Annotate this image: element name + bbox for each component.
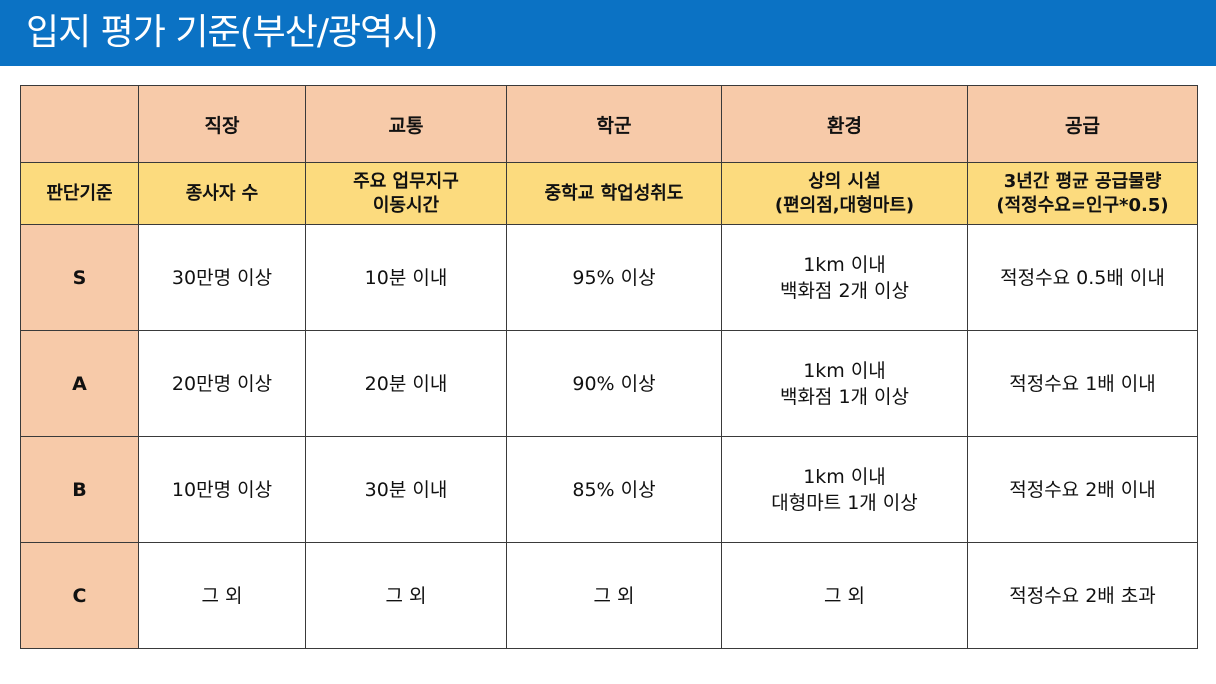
criteria-cell: 주요 업무지구 이동시간 — [305, 162, 507, 225]
header-cell: 공급 — [967, 85, 1198, 163]
table-cell: 적정수요 0.5배 이내 — [967, 224, 1198, 331]
criteria-cell: 중학교 학업성취도 — [506, 162, 722, 225]
criteria-cell-line-1: 주요 업무지구 — [353, 170, 459, 192]
table-cell-line-1: 1km 이내 — [803, 465, 886, 488]
criteria-cell-line-1: 상의 시설 — [808, 170, 881, 192]
grade-label-cell-line-1: B — [72, 478, 87, 501]
grade-label-cell-line-1: S — [72, 266, 87, 289]
table-cell-line-1: 적정수요 2배 이내 — [1009, 478, 1156, 501]
criteria-cell: 상의 시설 (편의점,대형마트) — [721, 162, 968, 225]
header-cell-line-1: 공급 — [1065, 114, 1100, 137]
criteria-cell: 3년간 평균 공급물량 (적정수요=인구*0.5) — [967, 162, 1198, 225]
grade-label-cell: C — [20, 542, 139, 649]
header-corner-cell — [20, 85, 139, 163]
table-cell: 95% 이상 — [506, 224, 722, 331]
criteria-cell: 종사자 수 — [138, 162, 306, 225]
table-cell-line-1: 적정수요 2배 초과 — [1009, 584, 1156, 607]
header-cell-line-1: 교통 — [388, 114, 424, 137]
table-cell: 30만명 이상 — [138, 224, 306, 331]
table-cell-line-1: 95% 이상 — [572, 266, 656, 289]
table-cell-line-1: 적정수요 1배 이내 — [1009, 372, 1156, 395]
table-cell: 20만명 이상 — [138, 330, 306, 437]
table-cell: 90% 이상 — [506, 330, 722, 437]
table-cell-line-1: 20분 이내 — [364, 372, 448, 395]
grade-label-cell-line-1: C — [72, 584, 87, 607]
header-cell-line-1: 직장 — [204, 114, 240, 137]
table-cell-line-1: 그 외 — [385, 584, 427, 607]
table-cell: 적정수요 1배 이내 — [967, 330, 1198, 437]
grade-label-cell-line-1: A — [72, 372, 87, 395]
title-bar: 입지 평가 기준(부산/광역시) — [0, 0, 1216, 66]
table-cell-line-1: 1km 이내 — [803, 253, 886, 276]
header-cell-line-1: 학군 — [596, 114, 632, 137]
criteria-cell-line-2: (편의점,대형마트) — [774, 194, 915, 216]
table-cell: 30분 이내 — [305, 436, 507, 543]
criteria-cell-line-1: 3년간 평균 공급물량 — [1003, 170, 1162, 192]
table-cell-line-1: 그 외 — [593, 584, 635, 607]
table-cell-line-1: 적정수요 0.5배 이내 — [1000, 266, 1165, 289]
table-cell-line-1: 20만명 이상 — [171, 372, 273, 395]
table-cell-line-1: 30만명 이상 — [171, 266, 273, 289]
table-cell-line-1: 90% 이상 — [572, 372, 656, 395]
table-row: C 그 외 그 외 그 외 그 외 적정수요 2배 초과 — [20, 542, 1198, 649]
page-title: 입지 평가 기준(부산/광역시) — [26, 12, 438, 53]
header-cell: 직장 — [138, 85, 306, 163]
table-cell-line-2: 대형마트 1개 이상 — [771, 491, 918, 514]
table-cell: 10만명 이상 — [138, 436, 306, 543]
table-cell: 20분 이내 — [305, 330, 507, 437]
table-cell: 그 외 — [506, 542, 722, 649]
table-cell-line-1: 그 외 — [824, 584, 865, 607]
criteria-label-cell-line-1: 판단기준 — [46, 182, 113, 204]
header-cell: 학군 — [506, 85, 722, 163]
header-cell: 교통 — [305, 85, 507, 163]
table-cell-line-1: 그 외 — [201, 584, 243, 607]
criteria-cell-line-1: 종사자 수 — [185, 182, 259, 204]
table-cell-line-2: 백화점 1개 이상 — [779, 385, 910, 408]
grade-label-cell: B — [20, 436, 139, 543]
criteria-label-cell: 판단기준 — [20, 162, 139, 225]
table-cell-line-1: 10분 이내 — [364, 266, 448, 289]
table-cell-line-2: 백화점 2개 이상 — [779, 279, 910, 302]
table-cell: 그 외 — [721, 542, 968, 649]
table-cell-line-1: 30분 이내 — [364, 478, 448, 501]
criteria-cell-line-1: 중학교 학업성취도 — [544, 182, 684, 204]
table-cell: 그 외 — [305, 542, 507, 649]
grade-label-cell: A — [20, 330, 139, 437]
table-cell: 10분 이내 — [305, 224, 507, 331]
table-cell: 85% 이상 — [506, 436, 722, 543]
criteria-cell-line-2: (적정수요=인구*0.5) — [996, 194, 1169, 216]
table-cell-line-1: 85% 이상 — [572, 478, 656, 501]
header-cell-line-1: 환경 — [827, 114, 862, 137]
table-cell: 적정수요 2배 초과 — [967, 542, 1198, 649]
grade-label-cell: S — [20, 224, 139, 331]
table-cell-line-1: 10만명 이상 — [171, 478, 273, 501]
header-cell: 환경 — [721, 85, 968, 163]
header-row: 직장 교통 학군 환경 공급 — [20, 85, 1198, 163]
criteria-row: 판단기준 종사자 수 주요 업무지구 이동시간 중학교 학업성취도 상의 시설 (편의점,대… — [20, 162, 1198, 225]
table-cell: 적정수요 2배 이내 — [967, 436, 1198, 543]
table-cell-line-1: 1km 이내 — [803, 359, 886, 382]
table-cell: 그 외 — [138, 542, 306, 649]
criteria-cell-line-2: 이동시간 — [372, 194, 440, 216]
